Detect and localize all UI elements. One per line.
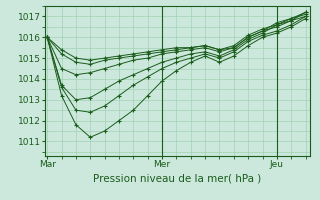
X-axis label: Pression niveau de la mer( hPa ): Pression niveau de la mer( hPa ) — [93, 173, 262, 183]
